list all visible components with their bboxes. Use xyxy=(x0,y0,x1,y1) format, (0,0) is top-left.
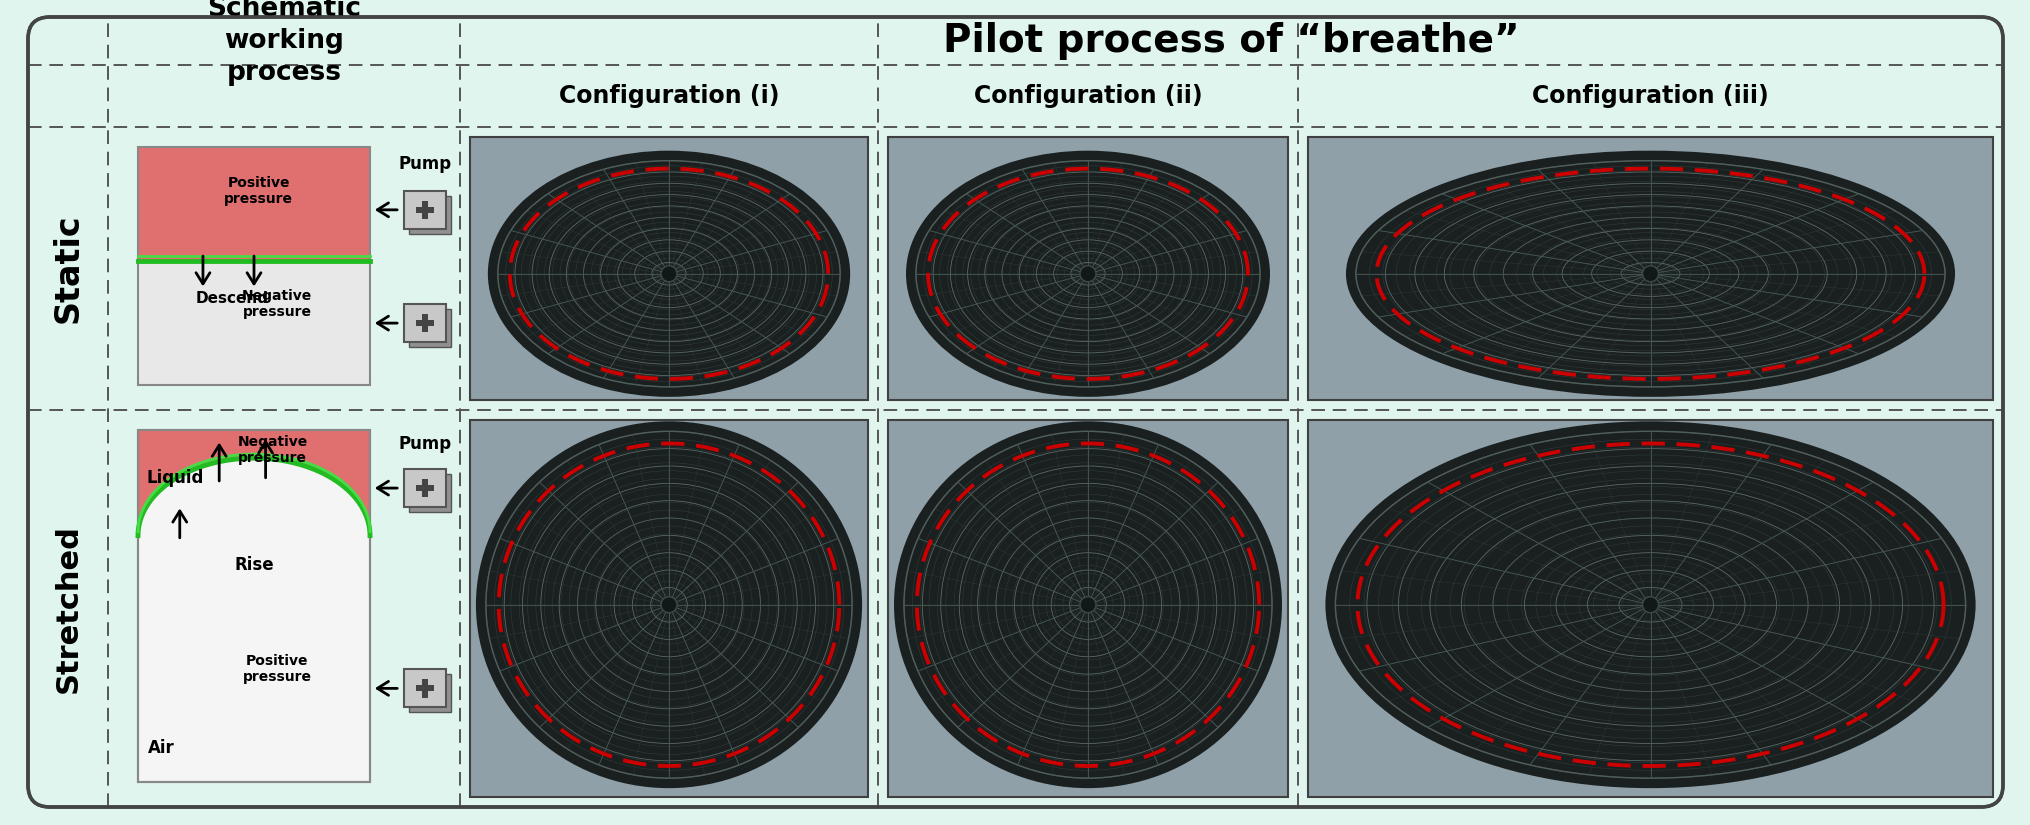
Bar xyxy=(138,147,369,262)
Bar xyxy=(422,478,428,497)
Ellipse shape xyxy=(1642,266,1659,282)
Text: Negative
pressure: Negative pressure xyxy=(238,435,307,465)
Ellipse shape xyxy=(1642,596,1659,613)
Bar xyxy=(138,430,369,782)
Text: Static: Static xyxy=(51,214,85,323)
Bar xyxy=(422,200,428,219)
Bar xyxy=(887,420,1287,797)
Bar xyxy=(408,674,451,712)
Text: Stretched: Stretched xyxy=(53,524,83,693)
Text: Pilot process of “breathe”: Pilot process of “breathe” xyxy=(942,22,1518,60)
FancyBboxPatch shape xyxy=(28,17,2002,807)
Bar xyxy=(422,679,428,698)
Bar xyxy=(408,196,451,233)
Ellipse shape xyxy=(1346,151,1955,397)
Text: Positive
pressure: Positive pressure xyxy=(223,176,292,205)
Bar xyxy=(404,469,447,507)
Bar xyxy=(469,420,867,797)
Ellipse shape xyxy=(905,151,1269,397)
Text: Descend: Descend xyxy=(197,291,268,306)
Bar xyxy=(887,137,1287,400)
Text: Configuration (i): Configuration (i) xyxy=(558,84,780,108)
Polygon shape xyxy=(138,458,369,782)
Text: Rise: Rise xyxy=(233,555,274,573)
Bar xyxy=(138,262,369,385)
Ellipse shape xyxy=(893,422,1281,788)
Polygon shape xyxy=(138,430,369,535)
Bar xyxy=(469,137,867,400)
Text: Positive
pressure: Positive pressure xyxy=(242,654,311,685)
Bar xyxy=(422,314,428,332)
Ellipse shape xyxy=(475,422,861,788)
Bar xyxy=(416,686,434,691)
Bar xyxy=(404,191,447,229)
Text: Schematic
working
process: Schematic working process xyxy=(207,0,361,86)
Text: Configuration (iii): Configuration (iii) xyxy=(1531,84,1768,108)
Bar xyxy=(416,207,434,213)
Ellipse shape xyxy=(660,266,676,282)
Text: Liquid: Liquid xyxy=(146,469,203,487)
Bar xyxy=(1307,137,1991,400)
Ellipse shape xyxy=(487,151,851,397)
Ellipse shape xyxy=(1326,422,1975,788)
Bar xyxy=(1307,420,1991,797)
Bar xyxy=(416,320,434,326)
Text: Air: Air xyxy=(148,739,175,757)
Text: Pump: Pump xyxy=(398,155,451,173)
Bar xyxy=(408,309,451,347)
Ellipse shape xyxy=(1080,266,1096,282)
Bar xyxy=(416,485,434,491)
Bar xyxy=(404,304,447,342)
Text: Configuration (ii): Configuration (ii) xyxy=(972,84,1202,108)
Ellipse shape xyxy=(660,596,676,613)
Text: Negative
pressure: Negative pressure xyxy=(242,289,313,319)
Bar xyxy=(404,669,447,707)
Text: Pump: Pump xyxy=(398,435,451,453)
Ellipse shape xyxy=(1080,596,1096,613)
Bar xyxy=(408,474,451,512)
